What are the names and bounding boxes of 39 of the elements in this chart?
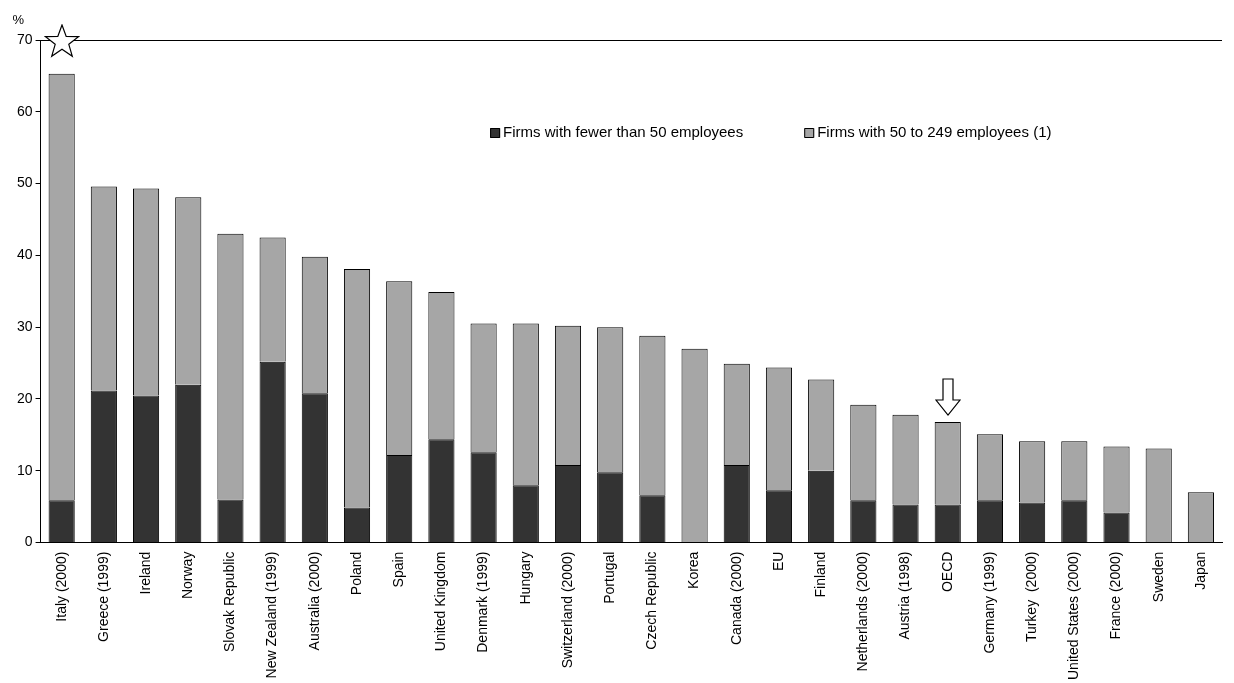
x-tick-label: Norway <box>179 551 196 600</box>
x-tick-label: Austria (1998) <box>896 551 913 640</box>
x-tick-label: Italy (2000) <box>52 551 69 622</box>
y-tick-label: 40 <box>16 246 33 263</box>
x-tick-label: France (2000) <box>1107 551 1124 640</box>
x-tick-label: Korea <box>685 551 702 589</box>
x-tick-label: Japan <box>1191 551 1208 590</box>
legend-label: Firms with 50 to 249 employees (1) <box>817 123 1052 141</box>
y-tick-label: 60 <box>16 102 33 119</box>
x-tick-label: OECD <box>938 551 955 593</box>
x-tick-label: Portugal <box>601 551 618 604</box>
x-tick-label: Switzerland (2000) <box>558 551 575 669</box>
x-tick-label: Canada (2000) <box>727 551 744 645</box>
y-tick-label: 70 <box>16 30 33 47</box>
x-tick-label: Poland <box>347 551 364 596</box>
y-tick-label: 20 <box>16 389 33 406</box>
x-tick-label: New Zealand (1999) <box>263 551 280 679</box>
y-tick-label: 30 <box>16 318 33 335</box>
x-tick-label: Slovak Republic <box>221 551 238 652</box>
x-tick-label: Greece (1999) <box>94 551 111 642</box>
legend-label: Firms with fewer than 50 employees <box>503 123 744 141</box>
x-tick-label: Turkey (2000) <box>1022 551 1039 643</box>
x-tick-label: Sweden <box>1149 551 1166 603</box>
x-tick-label: United Kingdom <box>432 551 449 652</box>
x-tick-label: Germany (1999) <box>980 551 997 654</box>
x-tick-label: Spain <box>390 551 407 588</box>
x-tick-label: United States (2000) <box>1065 551 1082 680</box>
x-tick-label: Ireland <box>136 551 153 595</box>
x-tick-label: Denmark (1999) <box>474 551 491 653</box>
x-tick-label: Australia (2000) <box>305 551 322 651</box>
x-tick-label: Netherlands (2000) <box>854 551 871 672</box>
x-tick-label: EU <box>769 551 786 572</box>
x-tick-label: Finland <box>812 551 829 598</box>
x-tick-label: Czech Republic <box>643 551 660 650</box>
y-tick-label: 10 <box>16 461 33 478</box>
y-tick-label: 50 <box>16 174 33 191</box>
x-tick-label: Hungary <box>516 551 533 605</box>
y-tick-label: 0 <box>24 533 33 550</box>
y-axis-title: % <box>12 12 25 27</box>
